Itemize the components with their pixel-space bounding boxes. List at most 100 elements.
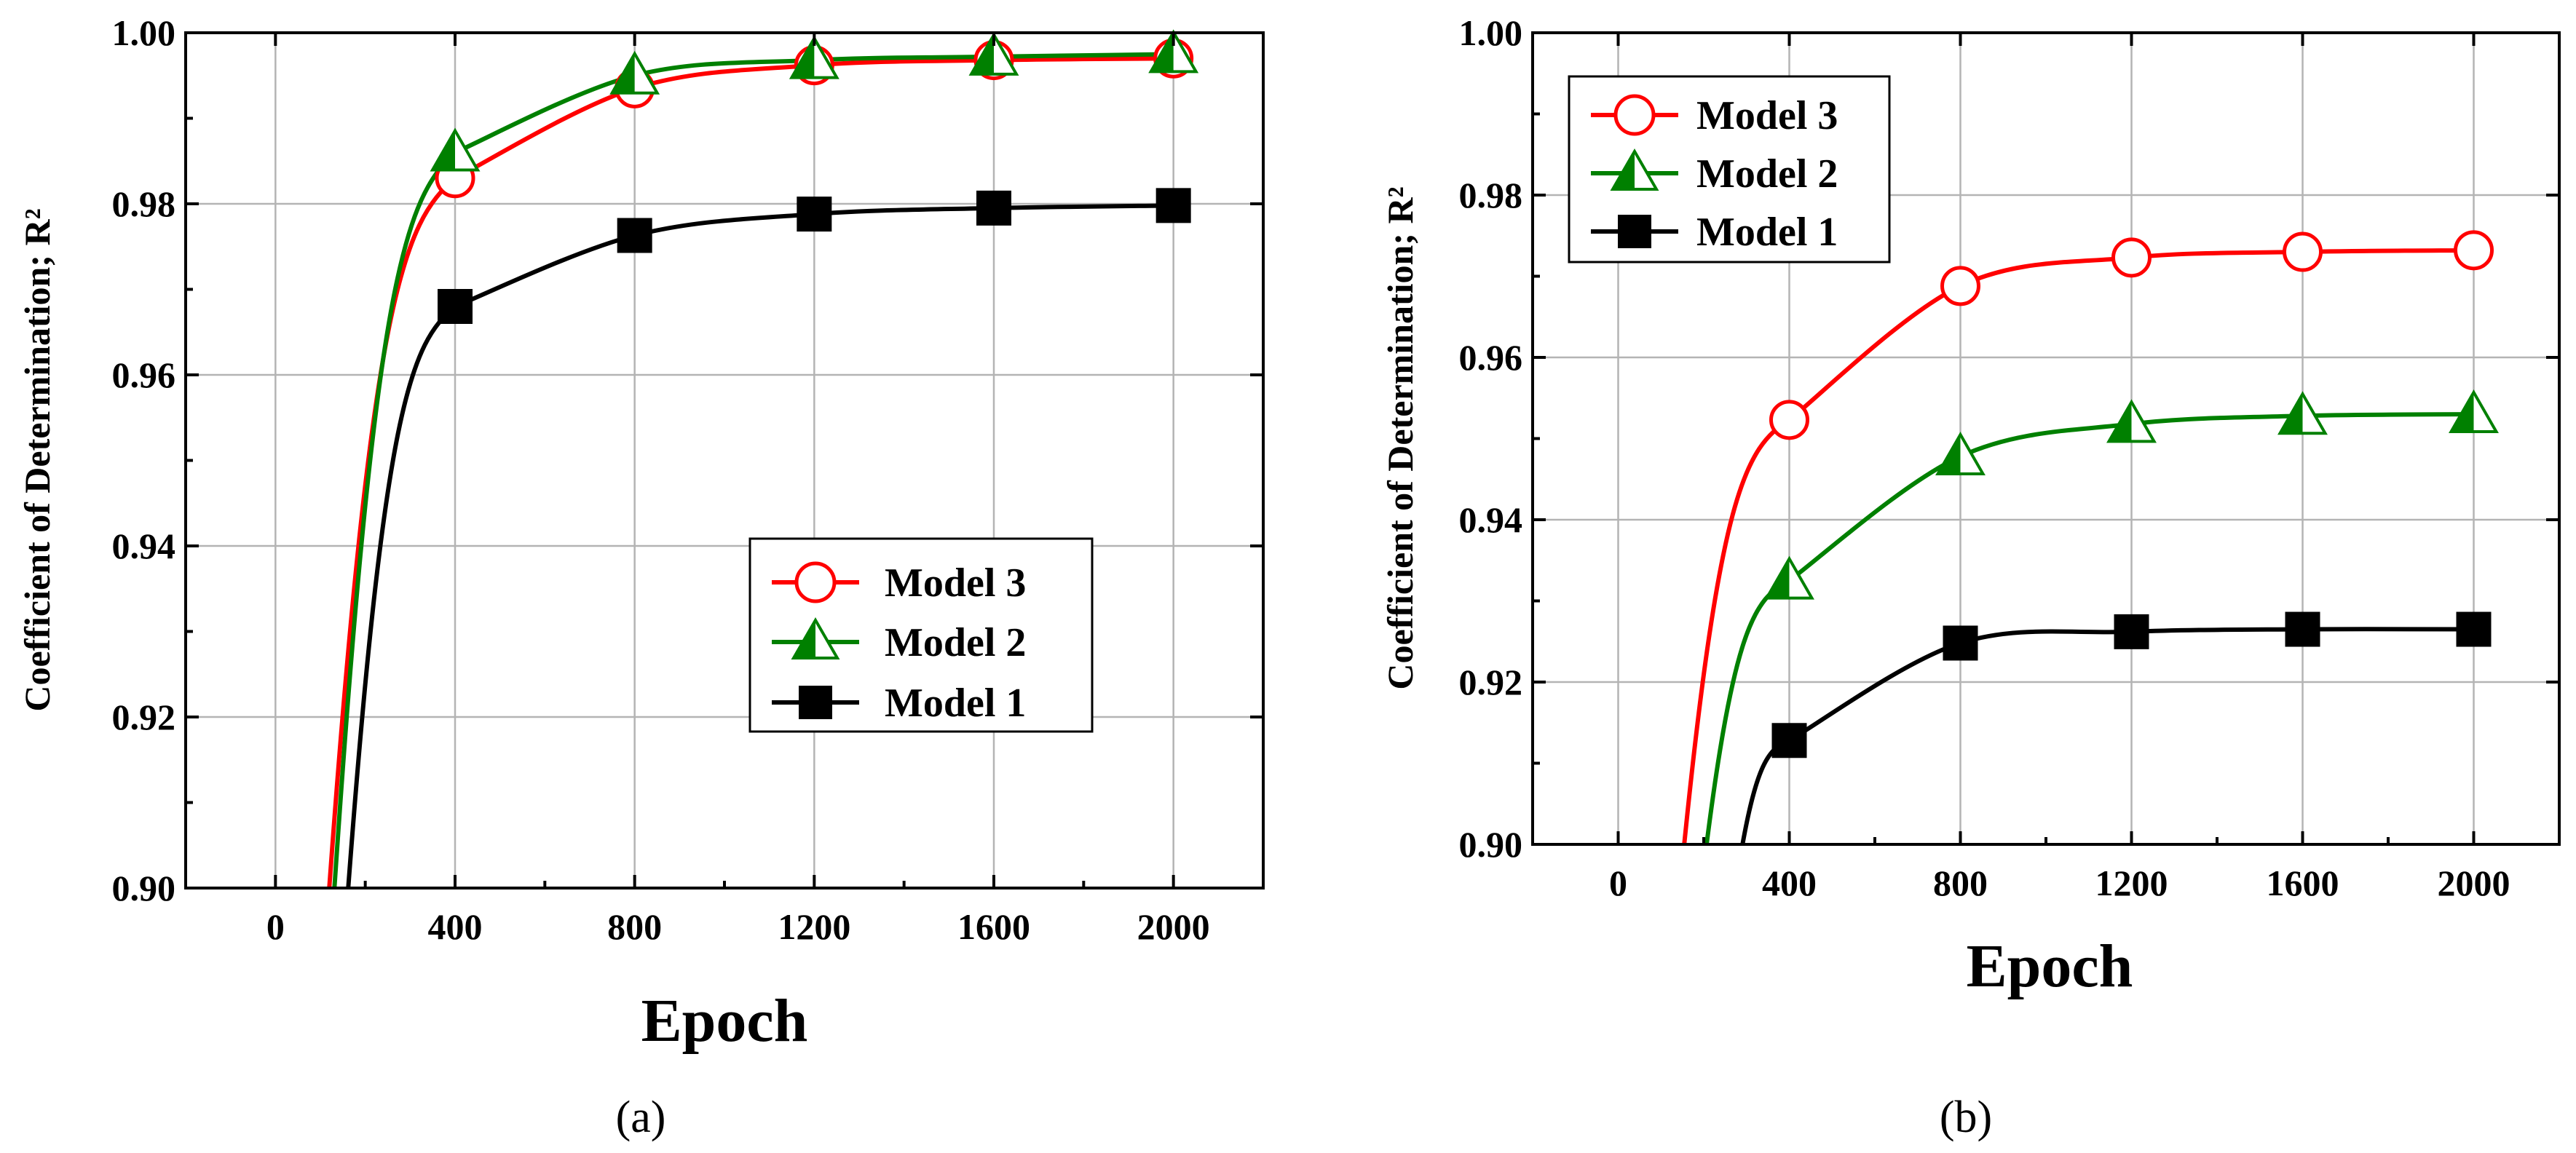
series-line-model-3 — [1682, 247, 2474, 844]
legend: Model 3 Model 2 Model 1 — [1568, 75, 1891, 264]
x-tick-labels: 0 400 800 1200 1600 2000 — [266, 906, 1210, 947]
data-point-model-1 — [438, 289, 473, 324]
legend-entry-model-1: Model 1 — [1591, 210, 1838, 255]
legend-label-model-1: Model 1 — [885, 681, 1026, 726]
square-marker — [1155, 188, 1191, 223]
square-marker — [797, 197, 832, 232]
y-tick-label: 0.96 — [1459, 337, 1523, 378]
circle-marker — [1769, 400, 1809, 440]
triangle-marker-fill — [612, 53, 635, 93]
plot-frame — [184, 31, 1265, 889]
axis-ticks — [1533, 31, 2559, 846]
x-tick-label: 0 — [1609, 863, 1627, 903]
legend-entry-model-1: Model 1 — [772, 681, 1026, 726]
triangle-marker-fill — [1766, 558, 1790, 598]
triangle-marker-fill — [2109, 402, 2132, 442]
legend-label-model-2: Model 2 — [1696, 151, 1838, 197]
circle-marker — [1940, 266, 1980, 306]
data-point-model-2 — [1935, 432, 1986, 476]
x-tick-label: 1600 — [2267, 863, 2339, 903]
y-tick-label: 1.00 — [112, 12, 176, 53]
data-point-model-1 — [1943, 625, 1978, 661]
legend-label-model-3: Model 3 — [885, 560, 1026, 606]
x-tick-label: 800 — [1933, 863, 1988, 903]
data-point-model-2 — [1148, 29, 1199, 74]
legend-entry-model-3: Model 3 — [1591, 93, 1838, 138]
chart-panel-a: 0 400 800 1200 1600 2000 0.90 0.92 0.94 0.96 0.98… — [17, 12, 1265, 1142]
grid-lines — [186, 31, 1263, 889]
axis-ticks — [186, 31, 1263, 889]
y-tick-labels: 0.90 0.92 0.94 0.96 0.98 1.00 — [112, 12, 176, 908]
legend-triangle-marker-fill — [1613, 151, 1635, 189]
x-tick-label: 1200 — [778, 906, 850, 947]
data-point-model-2 — [430, 127, 481, 172]
x-tick-label: 1200 — [2095, 863, 2168, 903]
data-point-model-3 — [1940, 266, 1980, 306]
triangle-marker-fill — [432, 130, 455, 170]
legend-entry-model-2: Model 2 — [1591, 148, 1838, 197]
y-tick-label: 0.92 — [112, 697, 176, 737]
series-curves — [1682, 247, 2474, 844]
data-point-model-2 — [2277, 391, 2328, 435]
chart-panel-b: 0 400 800 1200 1600 2000 0.90 0.92 0.94 0.96 0.98… — [1380, 12, 2561, 1142]
legend-square-marker — [799, 686, 832, 719]
x-tick-label: 1600 — [957, 906, 1030, 947]
data-point-model-1 — [617, 218, 652, 253]
data-point-model-2 — [2106, 399, 2157, 443]
triangle-marker-fill — [2280, 394, 2303, 434]
y-tick-label: 0.98 — [1459, 175, 1523, 215]
y-tick-label: 0.94 — [1459, 499, 1523, 540]
data-point-model-3 — [2111, 237, 2152, 278]
x-axis-title: Epoch — [1967, 932, 2133, 1000]
square-marker — [617, 218, 652, 253]
legend-square-marker — [1618, 215, 1651, 248]
square-marker — [2285, 611, 2320, 647]
x-tick-label: 400 — [1762, 863, 1817, 903]
data-point-model-1 — [2114, 614, 2149, 649]
data-point-model-2 — [968, 31, 1019, 76]
data-point-model-3 — [1769, 400, 1809, 440]
data-point-model-1 — [797, 197, 832, 232]
legend-circle-marker — [794, 561, 837, 603]
panel-label-a: (a) — [616, 1093, 666, 1142]
data-point-model-2 — [609, 50, 660, 95]
data-point-model-1 — [1155, 188, 1191, 223]
legend-entry-model-3: Model 3 — [772, 560, 1026, 606]
data-point-model-1 — [1771, 723, 1807, 758]
series-markers — [1764, 230, 2499, 758]
triangle-marker-fill — [791, 38, 815, 78]
data-point-model-2 — [2449, 389, 2499, 434]
x-tick-labels: 0 400 800 1200 1600 2000 — [1609, 863, 2510, 903]
y-tick-label: 0.98 — [112, 183, 176, 224]
triangle-marker-fill — [1150, 32, 1174, 72]
x-tick-label: 0 — [266, 906, 285, 947]
square-marker — [438, 289, 473, 324]
y-axis-title: Coefficient of Determination; R² — [17, 208, 58, 711]
data-point-model-3 — [2454, 230, 2494, 271]
y-tick-labels: 0.90 0.92 0.94 0.96 0.98 1.00 — [1459, 12, 1523, 865]
legend-label-model-1: Model 1 — [1696, 210, 1838, 255]
square-marker — [2456, 611, 2492, 647]
legend-circle-marker — [1613, 94, 1656, 136]
series-line-model-2 — [1704, 412, 2474, 844]
square-marker — [1771, 723, 1807, 758]
triangle-marker-fill — [971, 34, 994, 74]
data-point-model-3 — [2283, 231, 2323, 272]
legend: Model 3 Model 2 Model 1 — [748, 537, 1094, 733]
data-point-model-2 — [789, 35, 839, 79]
data-point-model-1 — [2456, 611, 2492, 647]
triangle-marker-fill — [2451, 392, 2474, 432]
triangle-marker-fill — [1937, 435, 1961, 475]
square-marker — [1943, 625, 1978, 661]
legend-triangle-marker-fill — [794, 620, 815, 658]
legend-entry-model-2: Model 2 — [772, 617, 1026, 665]
series-line-model-1 — [1740, 627, 2474, 844]
panel-label-b: (b) — [1940, 1093, 1992, 1142]
y-tick-label: 0.92 — [1459, 662, 1523, 702]
data-point-model-1 — [2285, 611, 2320, 647]
y-tick-label: 1.00 — [1459, 12, 1523, 53]
circle-marker — [2111, 237, 2152, 278]
legend-label-model-3: Model 3 — [1696, 93, 1838, 138]
x-axis-title: Epoch — [641, 987, 808, 1055]
